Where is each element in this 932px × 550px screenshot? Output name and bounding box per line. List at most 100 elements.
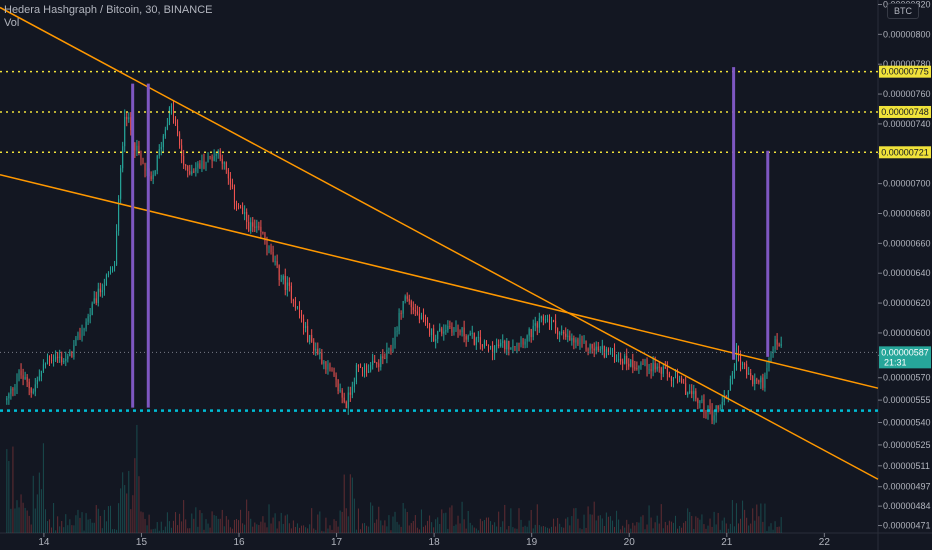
candle[interactable]: [424, 319, 427, 321]
candle[interactable]: [532, 325, 534, 338]
candle[interactable]: [670, 377, 672, 381]
candle[interactable]: [32, 391, 34, 393]
candle[interactable]: [335, 375, 337, 381]
trendline[interactable]: [0, 6, 879, 480]
candle[interactable]: [471, 332, 473, 334]
trendline[interactable]: [0, 173, 879, 389]
candle[interactable]: [370, 365, 372, 371]
candle[interactable]: [345, 401, 347, 408]
candle[interactable]: [398, 313, 400, 332]
candle[interactable]: [510, 347, 512, 350]
candle[interactable]: [697, 398, 699, 404]
candle[interactable]: [475, 337, 477, 345]
candle[interactable]: [172, 105, 175, 121]
candle[interactable]: [87, 316, 89, 322]
candle[interactable]: [162, 135, 164, 148]
candle[interactable]: [329, 363, 331, 370]
candle[interactable]: [723, 396, 725, 402]
candle[interactable]: [16, 380, 18, 388]
candle[interactable]: [388, 348, 390, 350]
candle[interactable]: [57, 356, 59, 358]
candle[interactable]: [116, 230, 118, 265]
candle[interactable]: [589, 344, 591, 350]
candle[interactable]: [61, 356, 63, 363]
candle[interactable]: [640, 363, 642, 366]
candle[interactable]: [469, 333, 471, 336]
candle[interactable]: [331, 369, 333, 372]
candle[interactable]: [447, 325, 449, 331]
candle[interactable]: [250, 222, 252, 232]
candle[interactable]: [189, 171, 191, 175]
candle[interactable]: [691, 391, 693, 395]
candle[interactable]: [449, 325, 451, 327]
candle[interactable]: [372, 360, 374, 366]
candle[interactable]: [213, 155, 215, 161]
candle[interactable]: [677, 374, 679, 383]
candle[interactable]: [500, 342, 502, 347]
candle[interactable]: [744, 363, 746, 365]
candle[interactable]: [183, 156, 185, 165]
candle[interactable]: [103, 284, 105, 291]
candle[interactable]: [134, 142, 136, 151]
candle[interactable]: [292, 299, 294, 301]
candle[interactable]: [282, 275, 284, 280]
candle[interactable]: [540, 316, 542, 319]
candle[interactable]: [768, 359, 770, 368]
candle[interactable]: [366, 365, 368, 373]
candle[interactable]: [544, 319, 546, 321]
candle[interactable]: [758, 380, 760, 383]
candle[interactable]: [138, 145, 140, 155]
candle[interactable]: [695, 391, 697, 399]
candle[interactable]: [392, 345, 394, 352]
candle[interactable]: [575, 339, 577, 343]
candle[interactable]: [683, 382, 685, 384]
candle[interactable]: [195, 167, 197, 172]
candle[interactable]: [175, 120, 177, 126]
candle[interactable]: [177, 125, 179, 134]
candle[interactable]: [81, 330, 83, 338]
candle[interactable]: [85, 321, 87, 329]
candle[interactable]: [156, 155, 158, 171]
candle[interactable]: [638, 365, 640, 369]
candle[interactable]: [636, 368, 638, 370]
candle[interactable]: [170, 105, 172, 108]
candle[interactable]: [750, 373, 752, 377]
volume-label[interactable]: Vol: [4, 17, 20, 29]
candle[interactable]: [459, 330, 461, 333]
candle[interactable]: [404, 296, 406, 301]
candle[interactable]: [166, 124, 168, 130]
candle[interactable]: [179, 133, 181, 146]
candle[interactable]: [120, 168, 122, 199]
candle[interactable]: [705, 412, 707, 414]
candle[interactable]: [374, 360, 376, 363]
candle[interactable]: [83, 328, 85, 331]
candle[interactable]: [55, 356, 57, 360]
candle[interactable]: [75, 338, 77, 346]
candle[interactable]: [280, 279, 282, 281]
candle[interactable]: [53, 359, 55, 361]
candle[interactable]: [130, 117, 132, 131]
candle[interactable]: [44, 363, 46, 365]
candle[interactable]: [494, 345, 496, 354]
candle[interactable]: [319, 353, 321, 355]
candle[interactable]: [518, 342, 520, 345]
candle[interactable]: [325, 361, 327, 370]
candle[interactable]: [567, 335, 569, 337]
candle[interactable]: [384, 358, 386, 360]
candle[interactable]: [380, 356, 382, 368]
candle[interactable]: [585, 340, 587, 350]
candle[interactable]: [40, 370, 42, 377]
candle[interactable]: [181, 145, 183, 157]
candle[interactable]: [351, 386, 353, 395]
candle[interactable]: [406, 296, 408, 299]
candle[interactable]: [402, 300, 404, 314]
candle[interactable]: [699, 401, 701, 404]
candles[interactable]: [6, 101, 782, 425]
candle[interactable]: [394, 331, 396, 346]
candle[interactable]: [622, 361, 624, 364]
candle[interactable]: [701, 399, 703, 402]
candle[interactable]: [67, 356, 69, 359]
candle[interactable]: [233, 187, 235, 203]
candle[interactable]: [396, 331, 398, 333]
candle[interactable]: [309, 335, 311, 342]
